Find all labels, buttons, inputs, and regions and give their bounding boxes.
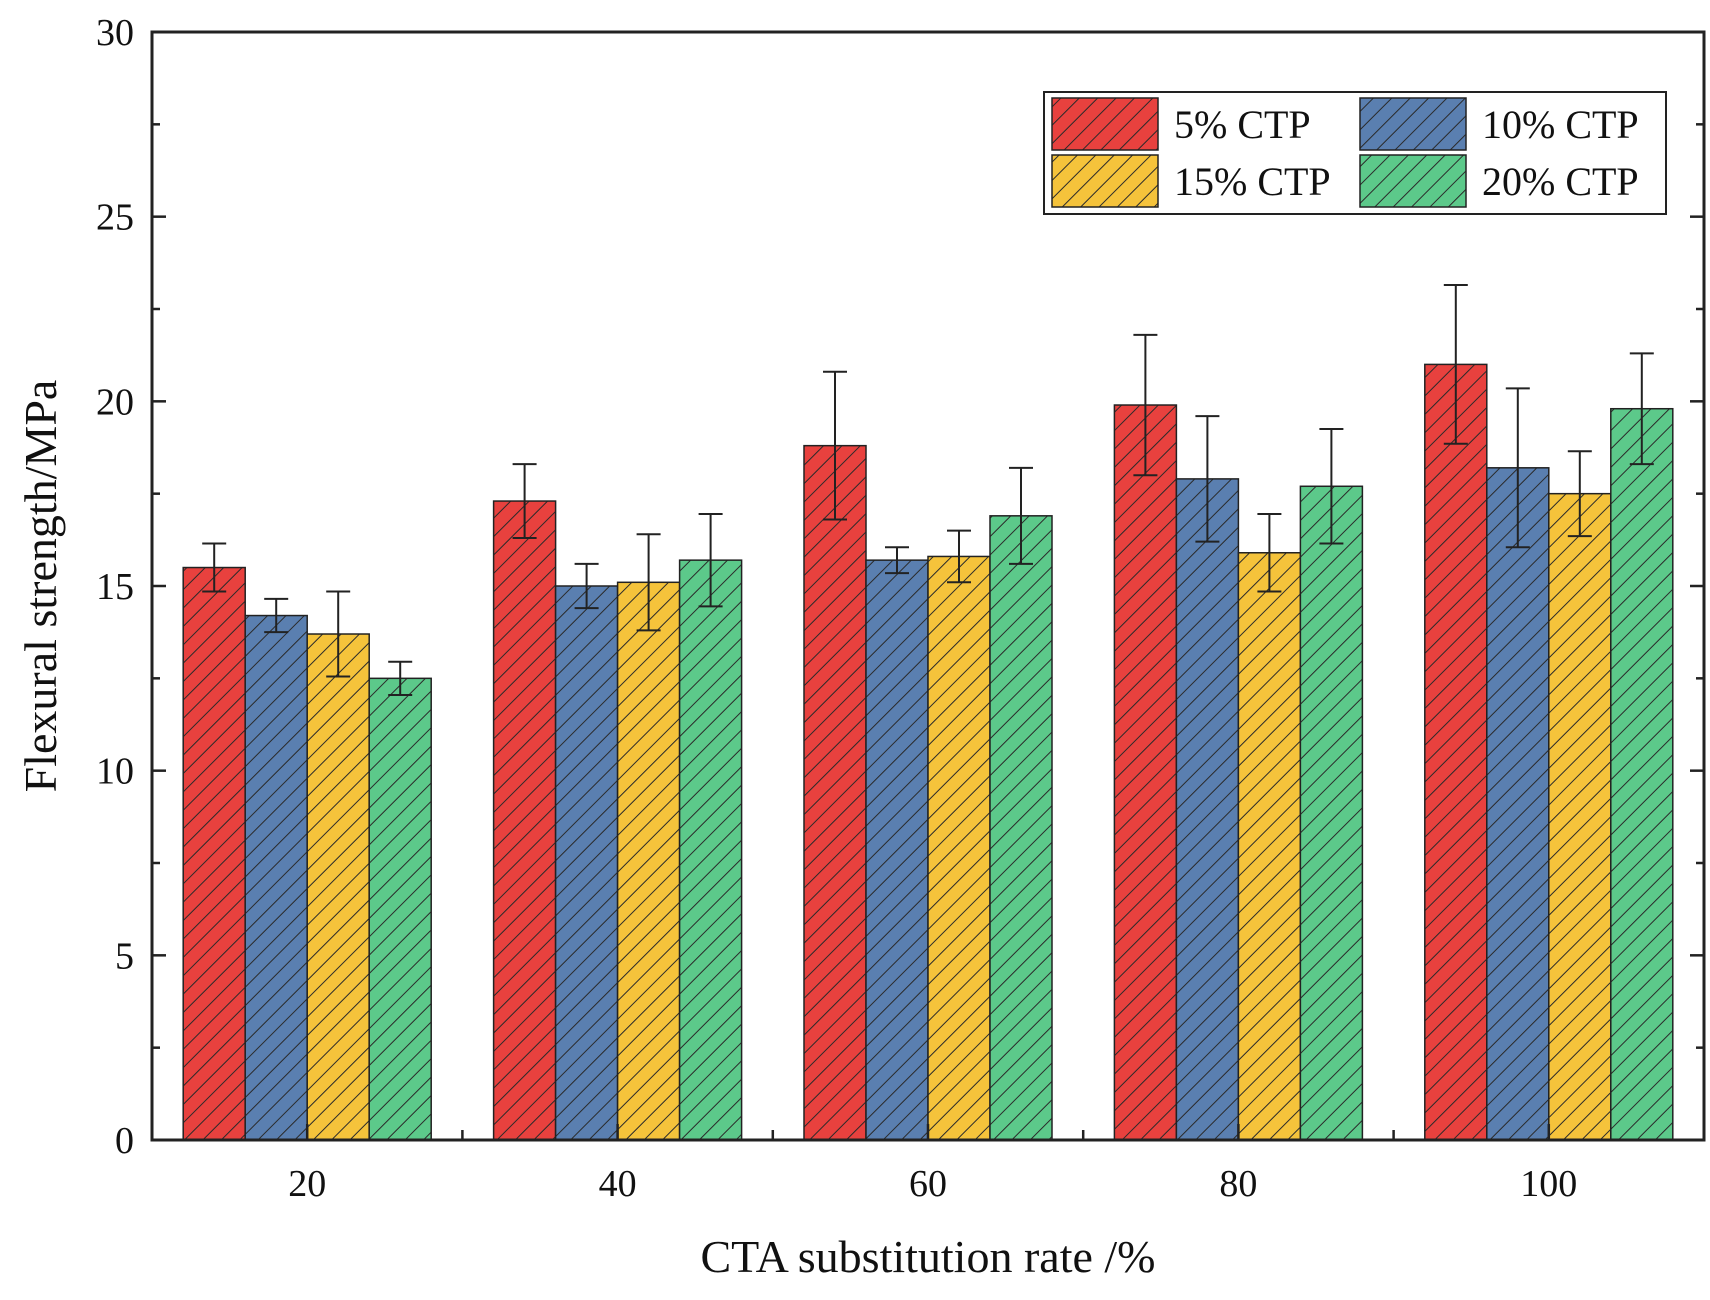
- bar-15-ctp-80: [1237, 552, 1302, 1141]
- bar-10-ctp-40: [554, 585, 619, 1141]
- error-bar-20-ctp-80: [1319, 428, 1344, 545]
- error-bar-15-ctp-20: [326, 590, 351, 678]
- legend-swatch: [1051, 97, 1159, 151]
- legend-label: 5% CTP: [1174, 102, 1311, 147]
- y-axis-title: Flexural strength/MPa: [15, 380, 66, 793]
- y-tick-label: 20: [96, 381, 134, 423]
- bar-10-ctp-80: [1175, 478, 1240, 1141]
- x-tick-label: 20: [288, 1163, 326, 1205]
- error-bar-5-ctp-60: [823, 370, 847, 521]
- error-bar-5-ctp-20: [202, 542, 227, 593]
- error-bar-15-ctp-80: [1257, 512, 1282, 593]
- error-bar-20-ctp-20: [388, 660, 413, 696]
- legend-item-5-ctp: 5% CTP: [1051, 97, 1311, 151]
- error-bar-20-ctp-100: [1629, 352, 1654, 466]
- legend-swatch: [1359, 154, 1467, 208]
- bar-15-ctp-20: [306, 633, 370, 1141]
- error-bar-10-ctp-80: [1195, 415, 1220, 543]
- error-bar-15-ctp-40: [636, 533, 661, 632]
- bar-20-ctp-60: [989, 515, 1053, 1141]
- legend-swatch: [1051, 154, 1159, 208]
- bar-15-ctp-100: [1548, 492, 1612, 1141]
- bar-10-ctp-60: [865, 559, 929, 1141]
- legend-label: 15% CTP: [1174, 159, 1331, 204]
- bar-20-ctp-80: [1299, 485, 1364, 1141]
- y-tick-label: 0: [115, 1120, 134, 1162]
- legend-label: 20% CTP: [1482, 159, 1639, 204]
- error-bar-5-ctp-40: [512, 463, 537, 539]
- legend-swatch: [1359, 97, 1467, 151]
- x-tick-label: 80: [1219, 1163, 1257, 1205]
- bar-10-ctp-100: [1486, 467, 1550, 1141]
- error-bar-20-ctp-40: [698, 512, 723, 608]
- x-axis-title: CTA substitution rate /%: [700, 1231, 1155, 1282]
- y-tick-label: 30: [96, 12, 134, 54]
- error-bar-10-ctp-20: [264, 597, 289, 634]
- bar-20-ctp-40: [678, 559, 743, 1141]
- error-bar-10-ctp-100: [1505, 387, 1530, 549]
- bar-5-ctp-60: [803, 444, 867, 1141]
- y-tick-label: 25: [96, 197, 134, 239]
- x-tick-label: 40: [599, 1163, 637, 1205]
- y-tick-label: 10: [96, 751, 134, 793]
- bar-20-ctp-20: [368, 677, 432, 1141]
- bar-5-ctp-40: [492, 500, 557, 1141]
- error-bar-10-ctp-60: [885, 546, 909, 575]
- legend-item-15-ctp: 15% CTP: [1051, 154, 1331, 208]
- error-bar-5-ctp-100: [1443, 283, 1468, 445]
- error-bar-15-ctp-100: [1567, 450, 1592, 538]
- legend-item-10-ctp: 10% CTP: [1359, 97, 1639, 151]
- x-tick-label: 100: [1520, 1163, 1577, 1205]
- error-bar-5-ctp-80: [1133, 333, 1158, 477]
- legend-item-20-ctp: 20% CTP: [1359, 154, 1639, 208]
- y-tick-label: 5: [115, 935, 134, 977]
- bar-10-ctp-20: [244, 614, 308, 1141]
- error-bar-15-ctp-60: [947, 529, 971, 584]
- bar-20-ctp-100: [1610, 407, 1674, 1141]
- bar-5-ctp-100: [1424, 363, 1488, 1141]
- bar-5-ctp-20: [182, 566, 246, 1141]
- bar-5-ctp-80: [1113, 404, 1178, 1141]
- bar-15-ctp-60: [927, 555, 991, 1141]
- legend-label: 10% CTP: [1482, 102, 1639, 147]
- error-bar-10-ctp-40: [574, 562, 599, 610]
- error-bar-20-ctp-60: [1009, 466, 1033, 565]
- bar-15-ctp-40: [616, 581, 681, 1141]
- y-tick-label: 15: [96, 566, 134, 608]
- x-tick-label: 60: [909, 1163, 947, 1205]
